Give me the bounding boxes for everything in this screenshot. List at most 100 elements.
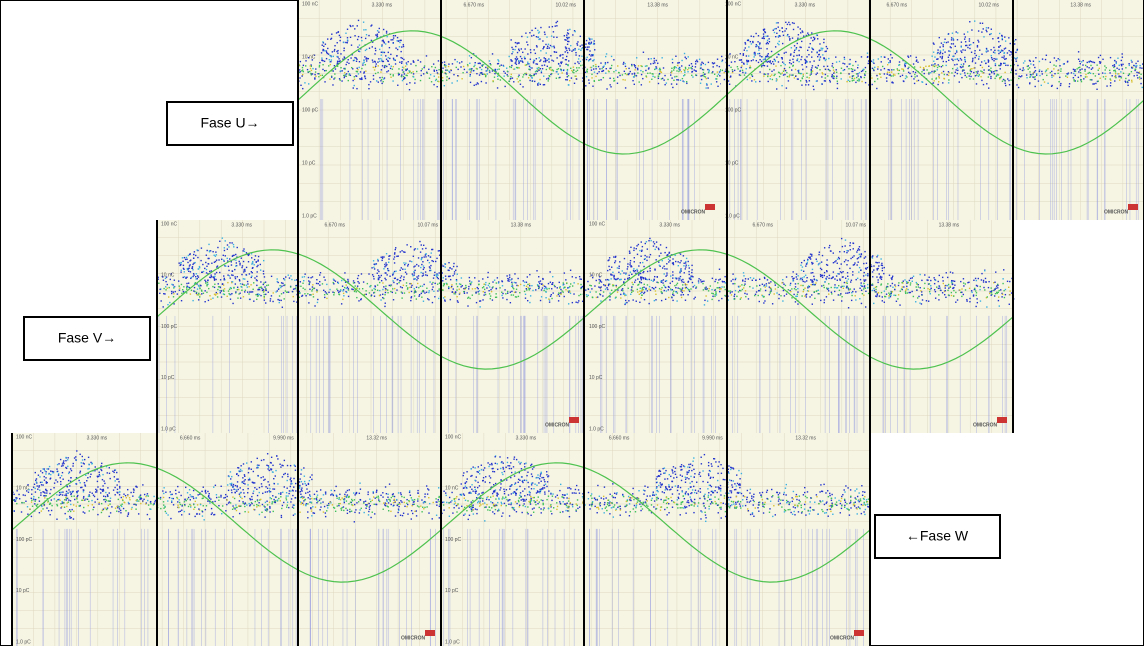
dot <box>637 68 638 69</box>
dot <box>400 270 401 271</box>
dot <box>696 70 697 71</box>
dot <box>589 54 590 55</box>
dot <box>322 69 323 70</box>
dot <box>263 282 264 283</box>
dot <box>625 295 626 296</box>
dot <box>190 271 191 272</box>
dot <box>545 286 546 287</box>
dot <box>825 80 826 81</box>
dot <box>549 26 550 27</box>
dot <box>323 46 324 47</box>
dot <box>227 248 228 249</box>
dot <box>962 69 963 70</box>
dot <box>389 58 390 59</box>
dot <box>1034 67 1035 68</box>
dot <box>512 287 513 288</box>
dot <box>569 49 570 50</box>
dot <box>941 42 942 43</box>
dot <box>497 78 498 79</box>
dot <box>299 292 300 293</box>
dot <box>806 77 807 78</box>
dot <box>948 82 949 83</box>
dot <box>437 274 438 275</box>
dot <box>786 87 787 88</box>
dot <box>1109 72 1110 73</box>
dot <box>413 274 414 275</box>
dot <box>952 33 953 34</box>
dot <box>301 75 302 76</box>
dot <box>449 267 450 268</box>
dot <box>476 73 477 74</box>
dot <box>1094 62 1095 63</box>
dot <box>923 67 924 68</box>
dot <box>513 294 514 295</box>
dot <box>881 61 882 62</box>
dot <box>235 254 236 255</box>
dot <box>975 290 976 291</box>
dot <box>862 70 863 71</box>
dot <box>821 261 822 262</box>
dot <box>344 77 345 78</box>
dot <box>1004 36 1005 37</box>
dot <box>599 282 600 283</box>
dot <box>1085 76 1086 77</box>
dot <box>857 261 858 262</box>
dot <box>960 58 961 59</box>
dot <box>327 48 328 49</box>
dot <box>948 294 949 295</box>
dot <box>546 288 547 289</box>
dot <box>228 246 229 247</box>
dot <box>969 40 970 41</box>
dot <box>646 260 647 261</box>
dot <box>586 296 587 297</box>
dot <box>184 276 185 277</box>
dot <box>647 279 648 280</box>
dot <box>779 76 780 77</box>
dot <box>756 291 757 292</box>
dot <box>303 71 304 72</box>
dot <box>243 248 244 249</box>
dot <box>988 66 989 67</box>
dot <box>928 73 929 74</box>
dot <box>227 244 228 245</box>
dot <box>448 276 449 277</box>
dot <box>856 77 857 78</box>
dot <box>907 292 908 293</box>
dot <box>443 283 444 284</box>
dot <box>619 75 620 76</box>
dot <box>935 71 936 72</box>
dot <box>507 71 508 72</box>
dot <box>965 59 966 60</box>
dot <box>514 68 515 69</box>
dot <box>348 74 349 75</box>
dot <box>745 72 746 73</box>
dot <box>578 63 579 64</box>
dot <box>570 293 571 294</box>
dot <box>418 257 419 258</box>
dot <box>776 33 777 34</box>
dot <box>501 295 502 296</box>
dot <box>389 285 390 286</box>
dot <box>478 293 479 294</box>
dot <box>882 66 883 67</box>
dot <box>518 76 519 77</box>
dot <box>967 31 968 32</box>
dot <box>539 283 540 284</box>
dot <box>914 76 915 77</box>
dot <box>853 248 854 249</box>
dot <box>681 65 682 66</box>
dot <box>815 74 816 75</box>
dot <box>279 300 280 301</box>
dot <box>655 259 656 260</box>
dot <box>813 89 814 90</box>
dot <box>996 70 997 71</box>
dot <box>979 49 980 50</box>
dot <box>600 62 601 63</box>
dot <box>411 286 412 287</box>
dot <box>158 283 159 284</box>
dot <box>606 68 607 69</box>
dot <box>263 284 264 285</box>
dot <box>953 38 954 39</box>
dot <box>180 271 181 272</box>
dot <box>755 33 756 34</box>
